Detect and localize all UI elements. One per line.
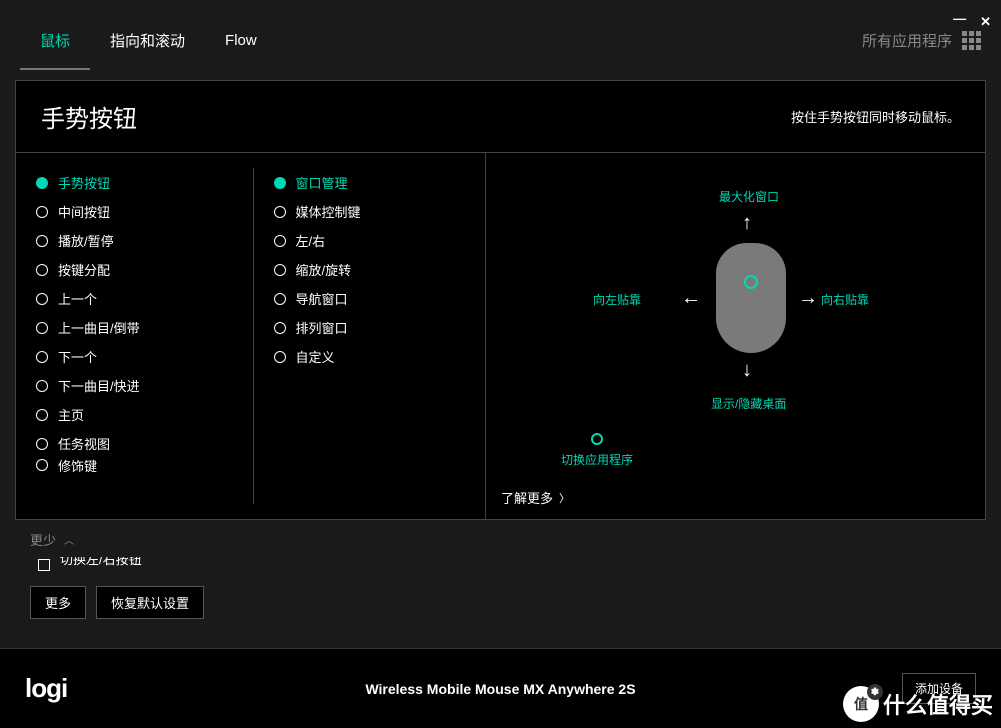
radio-icon <box>274 293 286 305</box>
checkbox-icon <box>38 559 50 571</box>
option-modifier[interactable]: 修饰键 <box>36 458 243 472</box>
radio-icon <box>36 206 48 218</box>
options-column-2: 窗口管理 媒体控制键 左/右 缩放/旋转 导航窗口 排列窗口 自定义 <box>254 168 481 504</box>
radio-icon <box>36 459 48 471</box>
panel-header: 手势按钮 按住手势按钮同时移动鼠标。 <box>16 81 985 153</box>
direction-right-label: 向右贴靠 <box>821 291 869 308</box>
tab-pointing[interactable]: 指向和滚动 <box>90 10 205 70</box>
option-play-pause[interactable]: 播放/暂停 <box>36 226 243 255</box>
radio-icon <box>36 380 48 392</box>
logi-logo: logi <box>25 673 67 704</box>
option-prev-track[interactable]: 上一曲目/倒带 <box>36 313 243 342</box>
ring-icon <box>591 433 603 445</box>
radio-icon <box>36 438 48 450</box>
radio-icon <box>274 206 286 218</box>
radio-icon <box>36 264 48 276</box>
close-button[interactable]: ✕ <box>980 15 991 28</box>
radio-icon <box>36 293 48 305</box>
radio-icon <box>274 322 286 334</box>
swap-buttons-option[interactable]: 切换左/右按钮 <box>38 559 971 571</box>
option-key-assign[interactable]: 按键分配 <box>36 255 243 284</box>
radio-icon <box>274 177 286 189</box>
option-task-view[interactable]: 任务视图 <box>36 429 243 458</box>
option-gesture-button[interactable]: 手势按钮 <box>36 168 243 197</box>
chevron-right-icon: 〉 <box>559 490 570 506</box>
radio-icon <box>36 351 48 363</box>
radio-icon <box>36 235 48 247</box>
learn-more-link[interactable]: 了解更多 〉 <box>501 488 570 507</box>
radio-icon <box>36 409 48 421</box>
option-prev[interactable]: 上一个 <box>36 284 243 313</box>
chevron-up-icon: ︿ <box>64 532 74 547</box>
option-window-mgmt[interactable]: 窗口管理 <box>274 168 481 197</box>
option-home[interactable]: 主页 <box>36 400 243 429</box>
less-toggle[interactable]: 更少 ︿ <box>30 530 971 549</box>
option-left-right[interactable]: 左/右 <box>274 226 481 255</box>
option-media-keys[interactable]: 媒体控制键 <box>274 197 481 226</box>
minimize-button[interactable]: — <box>953 12 966 25</box>
tab-mouse[interactable]: 鼠标 <box>20 10 90 70</box>
option-arrange-window[interactable]: 排列窗口 <box>274 313 481 342</box>
switch-app-indicator: 切换应用程序 <box>561 433 633 468</box>
option-nav-window[interactable]: 导航窗口 <box>274 284 481 313</box>
device-name: Wireless Mobile Mouse MX Anywhere 2S <box>365 681 635 697</box>
option-next[interactable]: 下一个 <box>36 342 243 371</box>
options-area: 手势按钮 中间按钮 播放/暂停 按键分配 上一个 上一曲目/倒带 下一个 下一曲… <box>16 153 486 519</box>
all-apps-button[interactable]: 所有应用程序 <box>862 30 981 51</box>
direction-down-label: 显示/隐藏桌面 <box>711 395 786 412</box>
footer: logi Wireless Mobile Mouse MX Anywhere 2… <box>0 648 1001 728</box>
option-middle-button[interactable]: 中间按钮 <box>36 197 243 226</box>
direction-left-label: 向左贴靠 <box>593 291 641 308</box>
option-next-track[interactable]: 下一曲目/快进 <box>36 371 243 400</box>
below-panel: 更少 ︿ 切换左/右按钮 更多 恢复默认设置 <box>0 520 1001 629</box>
radio-icon <box>274 351 286 363</box>
gesture-diagram: 最大化窗口 ↑ 向左贴靠 ← 向右贴靠 → ↓ 显示/隐藏桌面 切换应用程序 了… <box>486 153 985 519</box>
radio-icon <box>274 235 286 247</box>
more-button[interactable]: 更多 <box>30 586 86 619</box>
panel-title: 手势按钮 <box>41 99 137 134</box>
switch-app-label: 切换应用程序 <box>561 451 633 468</box>
radio-icon <box>36 322 48 334</box>
all-apps-label: 所有应用程序 <box>862 30 952 51</box>
add-device-button[interactable]: 添加设备 <box>902 673 976 704</box>
grid-icon <box>962 31 981 50</box>
option-custom[interactable]: 自定义 <box>274 342 481 371</box>
arrow-up-icon: ↑ <box>742 213 752 233</box>
tab-flow[interactable]: Flow <box>205 10 277 70</box>
arrow-left-icon: ← <box>681 288 701 308</box>
arrow-right-icon: → <box>798 288 818 308</box>
arrow-down-icon: ↓ <box>742 360 752 380</box>
top-tabs: 鼠标 指向和滚动 Flow 所有应用程序 <box>0 10 1001 70</box>
direction-up-label: 最大化窗口 <box>719 188 779 205</box>
option-zoom-rotate[interactable]: 缩放/旋转 <box>274 255 481 284</box>
mouse-button-indicator <box>744 275 758 289</box>
options-column-1: 手势按钮 中间按钮 播放/暂停 按键分配 上一个 上一曲目/倒带 下一个 下一曲… <box>36 168 254 504</box>
radio-icon <box>274 264 286 276</box>
radio-icon <box>36 177 48 189</box>
panel-subtitle: 按住手势按钮同时移动鼠标。 <box>791 107 960 126</box>
reset-defaults-button[interactable]: 恢复默认设置 <box>96 586 204 619</box>
gesture-panel: 手势按钮 按住手势按钮同时移动鼠标。 手势按钮 中间按钮 播放/暂停 按键分配 … <box>15 80 986 520</box>
mouse-icon <box>716 243 786 353</box>
